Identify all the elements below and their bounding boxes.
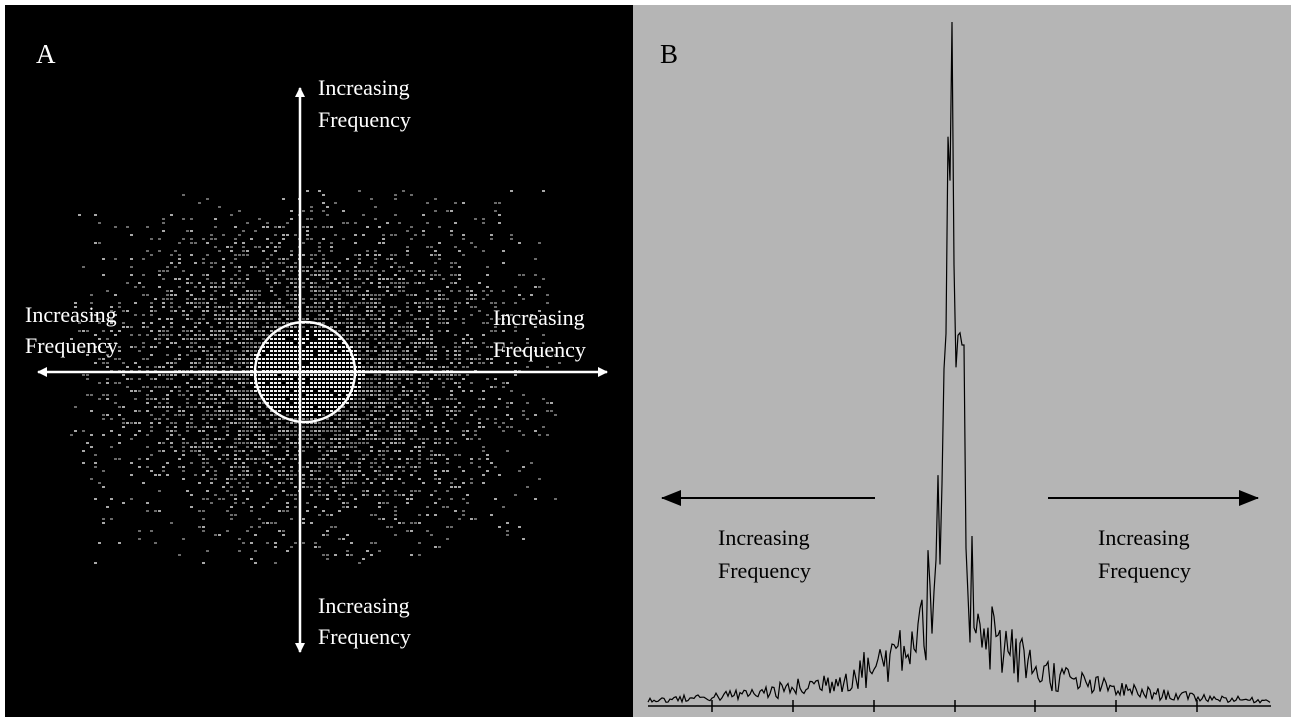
annotation: Frequency — [25, 333, 118, 358]
annotation: Frequency — [318, 624, 411, 649]
panel-a-arrows — [37, 87, 608, 653]
panel-label: A — [36, 39, 56, 69]
annotation: Frequency — [493, 337, 586, 362]
panel-b-background — [633, 5, 1291, 717]
panel-label: B — [660, 39, 678, 69]
profile-line — [647, 21, 1271, 704]
annotation: Increasing — [718, 525, 810, 550]
annotation: Increasing — [25, 302, 117, 327]
center-circle — [253, 320, 357, 424]
annotation: Increasing — [1098, 525, 1190, 550]
annotation: Frequency — [1098, 558, 1191, 583]
annotation: Increasing — [493, 305, 585, 330]
speckle — [70, 190, 561, 564]
annotation: Increasing — [318, 593, 410, 618]
annotation: Frequency — [718, 558, 811, 583]
annotation: Frequency — [318, 107, 411, 132]
panel-a-background — [5, 5, 633, 717]
speckle — [250, 330, 365, 416]
spectrum-image — [70, 190, 561, 564]
annotation: Increasing — [318, 75, 410, 100]
profile-plot — [647, 21, 1271, 712]
